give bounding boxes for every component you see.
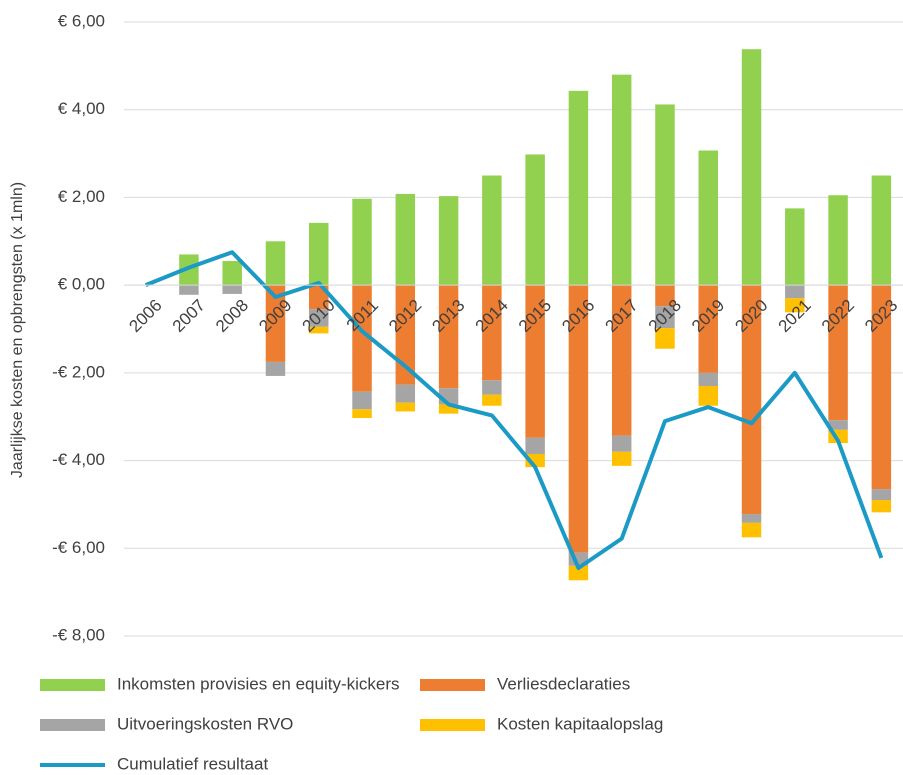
bar (828, 285, 848, 421)
bar (222, 285, 242, 294)
y-tick-label: € 0,00 (58, 275, 105, 294)
y-tick-label: € 4,00 (58, 99, 105, 118)
bar (438, 196, 459, 286)
bar (568, 565, 589, 581)
bar (265, 241, 286, 286)
bar (871, 489, 892, 501)
x-tick-label: 2021 (775, 296, 815, 336)
x-tick-label: 2007 (169, 296, 209, 336)
bar (395, 384, 416, 403)
bar (655, 328, 675, 349)
bar (568, 285, 589, 553)
bar (525, 437, 545, 454)
bar (265, 361, 286, 376)
line (144, 250, 884, 571)
bar (871, 500, 892, 513)
bar (309, 326, 329, 334)
y-tick-label: -€ 6,00 (52, 538, 105, 557)
bar (265, 285, 286, 362)
bar (611, 74, 632, 286)
legend-label: Inkomsten provisies en equity-kickers (117, 674, 400, 693)
bar (352, 198, 372, 286)
bar (741, 49, 762, 286)
legend-label: Cumulatief resultaat (117, 754, 268, 773)
bar (352, 409, 372, 419)
bar (525, 154, 545, 286)
bar (828, 195, 848, 286)
y-tick-label: -€ 8,00 (52, 625, 105, 644)
bar (698, 386, 718, 406)
bar (482, 285, 502, 381)
bar (568, 90, 589, 286)
bar (828, 420, 848, 430)
bar (785, 298, 805, 313)
x-tick-label: 2008 (212, 296, 252, 336)
bar (741, 514, 762, 523)
bar (871, 285, 892, 490)
bar (395, 193, 416, 286)
legend-label: Kosten kapitaalopslag (497, 714, 663, 733)
bar (482, 175, 502, 286)
legend-swatch (420, 679, 485, 691)
bar (698, 372, 718, 387)
bar (698, 150, 718, 286)
y-tick-label: -€ 2,00 (52, 362, 105, 381)
y-tick-label: € 6,00 (58, 11, 105, 30)
bar (222, 261, 242, 286)
bar (352, 391, 372, 410)
x-tick-label: 2006 (125, 296, 165, 336)
y-axis-label: Jaarlijkse kosten en opbrengsten (x 1mln… (9, 182, 26, 478)
y-tick-label: -€ 4,00 (52, 450, 105, 469)
bar (395, 402, 416, 412)
bar (352, 285, 372, 392)
bar (741, 522, 762, 538)
bar (438, 404, 459, 414)
bar (611, 285, 632, 436)
bar (871, 175, 892, 286)
legend-swatch (420, 719, 485, 731)
bar (785, 208, 805, 286)
bar (438, 285, 459, 389)
bar (179, 254, 199, 286)
y-tick-label: € 2,00 (58, 187, 105, 206)
bar (741, 285, 762, 515)
bar (309, 309, 329, 327)
legend-label: Uitvoeringskosten RVO (117, 714, 293, 733)
legend-swatch (40, 679, 105, 691)
bar (698, 285, 718, 373)
legend-swatch (40, 719, 105, 731)
bar (655, 104, 675, 286)
bar (179, 285, 199, 295)
bar (655, 285, 675, 307)
legend-label: Verliesdeclaraties (497, 674, 630, 693)
bar (611, 451, 632, 466)
bar (525, 285, 545, 438)
bar (611, 435, 632, 452)
bar (655, 306, 675, 329)
bar (482, 394, 502, 406)
bar (482, 380, 502, 395)
bar (785, 285, 805, 299)
bar (309, 222, 329, 286)
